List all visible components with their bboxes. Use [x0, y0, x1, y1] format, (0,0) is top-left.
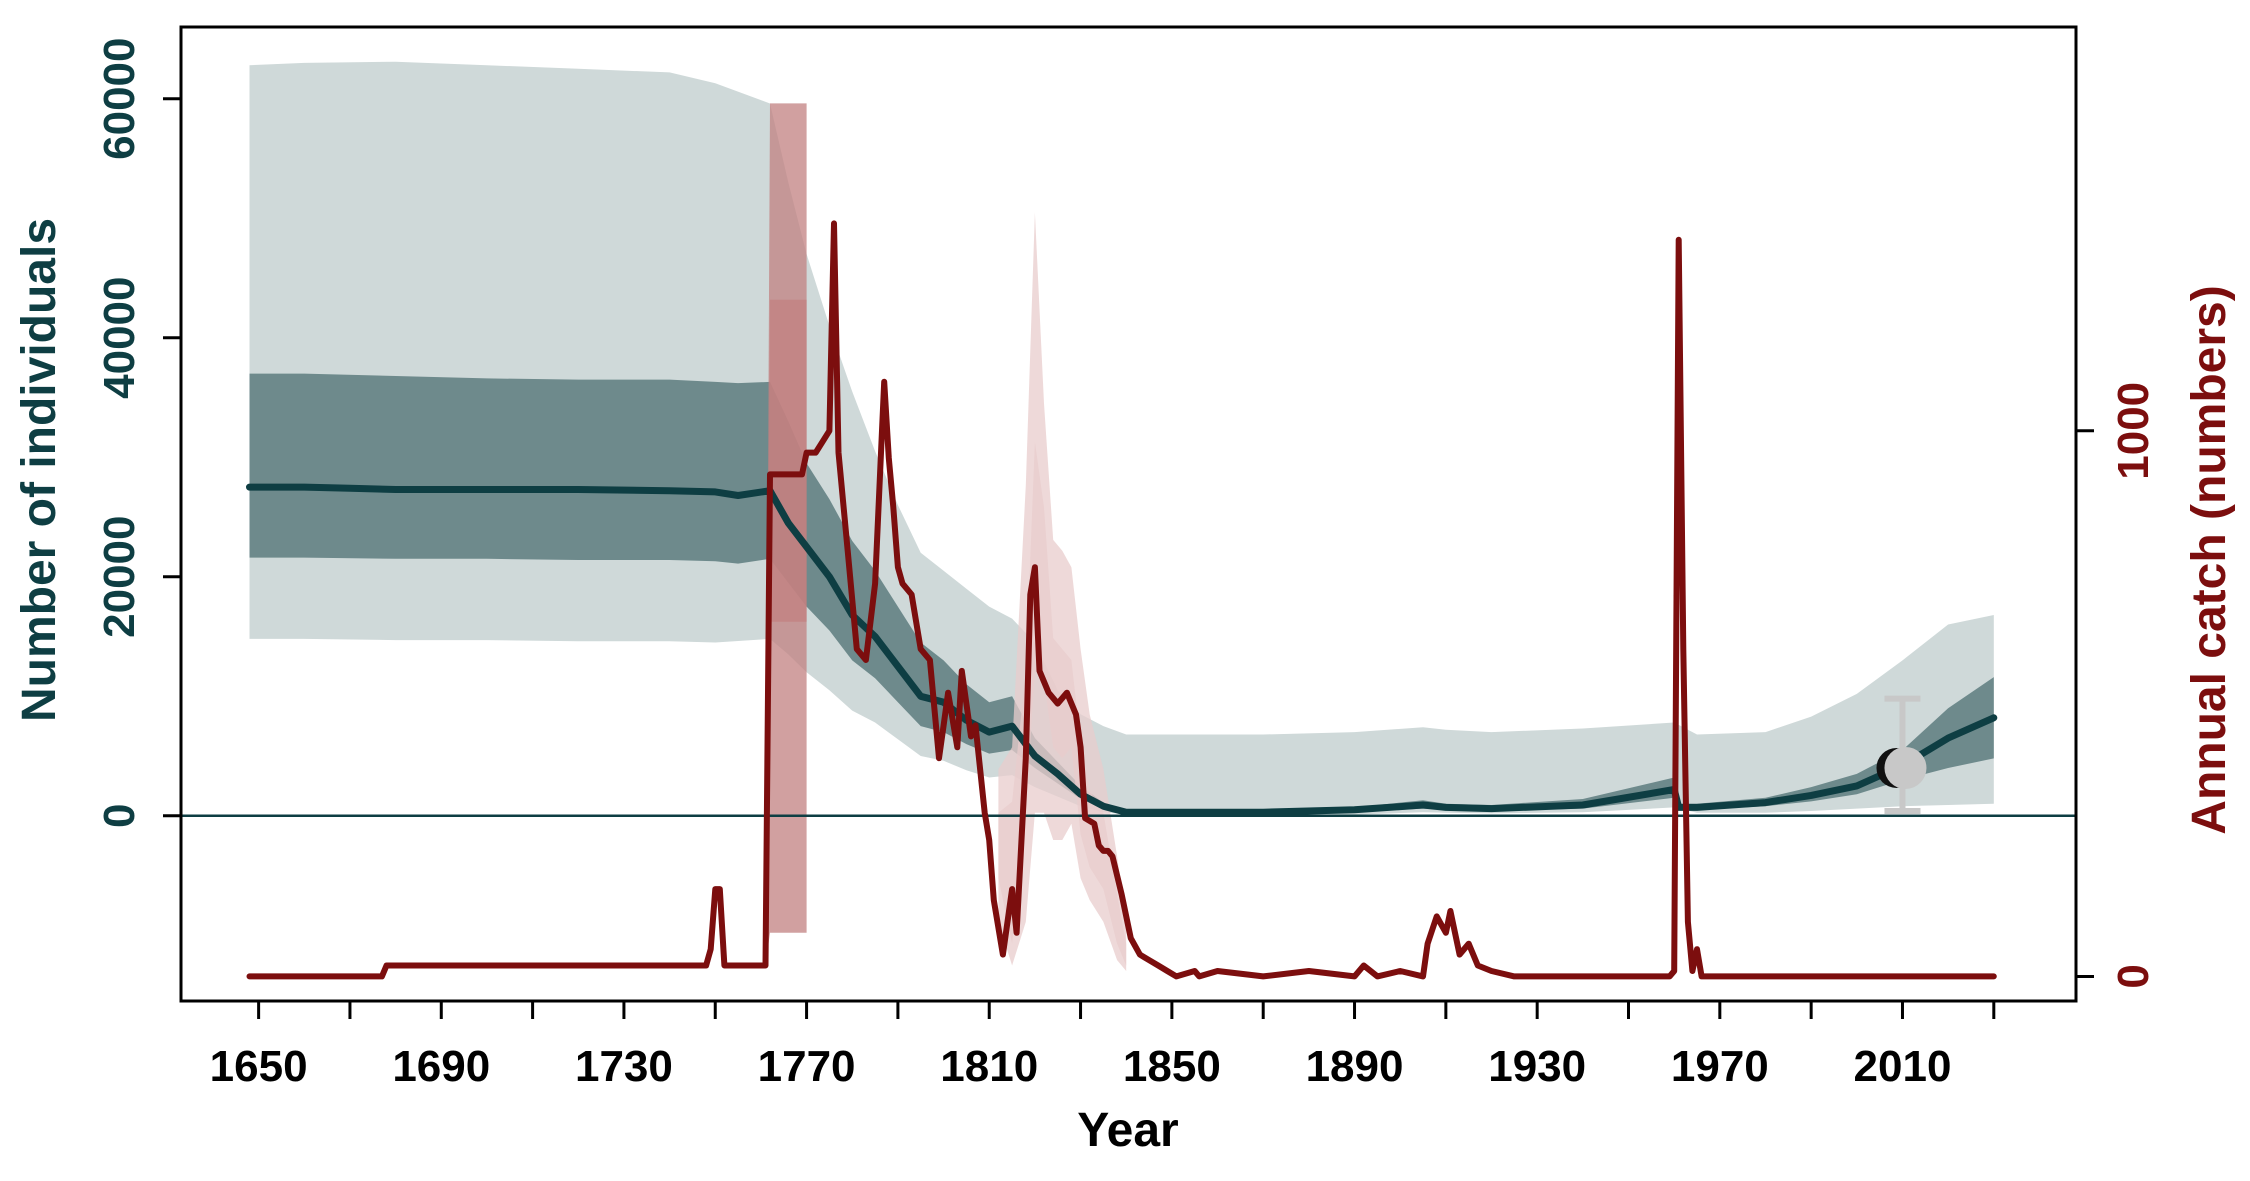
- x-tick-label: 1810: [940, 1042, 1038, 1091]
- x-tick-label: 1930: [1488, 1042, 1586, 1091]
- population-inner-band: [249, 373, 1994, 814]
- x-tick-label: 1650: [210, 1042, 308, 1091]
- left-y-tick-label: 60000: [95, 38, 144, 160]
- left-y-tick-label: 40000: [95, 277, 144, 399]
- x-tick-label: 1850: [1123, 1042, 1221, 1091]
- population-outer-band: [249, 61, 1994, 815]
- catch-inner-band: [765, 103, 807, 966]
- band-layer: [249, 61, 1994, 971]
- x-axis-title: Year: [1077, 1104, 1178, 1157]
- axes-layer: [179, 25, 2078, 1003]
- line-layer: [181, 220, 2076, 980]
- left-y-tick-label: 0: [95, 804, 144, 828]
- left-y-axis-title: Number of individuals: [13, 218, 66, 722]
- x-tick-label: 1730: [575, 1042, 673, 1091]
- x-tick-label: 2010: [1854, 1042, 1952, 1091]
- left-y-tick-label: 20000: [95, 516, 144, 638]
- right-y-axis-title: Annual catch (numbers): [2183, 285, 2236, 834]
- right-y-tick-label: 0: [2109, 964, 2158, 988]
- catch-line: [246, 220, 1997, 980]
- x-tick-label: 1890: [1306, 1042, 1404, 1091]
- right-y-tick-label: 1000: [2109, 382, 2158, 480]
- catch-outer-band: [998, 212, 1127, 971]
- tick-layer: 1650 1690 1730 1770 1810 1850 1890 1930 1970 2010…: [95, 38, 2158, 1091]
- x-tick-label: 1770: [758, 1042, 856, 1091]
- x-tick-label: 1690: [392, 1042, 490, 1091]
- estimate-point: [1884, 746, 1927, 789]
- x-tick-label: 1970: [1671, 1042, 1769, 1091]
